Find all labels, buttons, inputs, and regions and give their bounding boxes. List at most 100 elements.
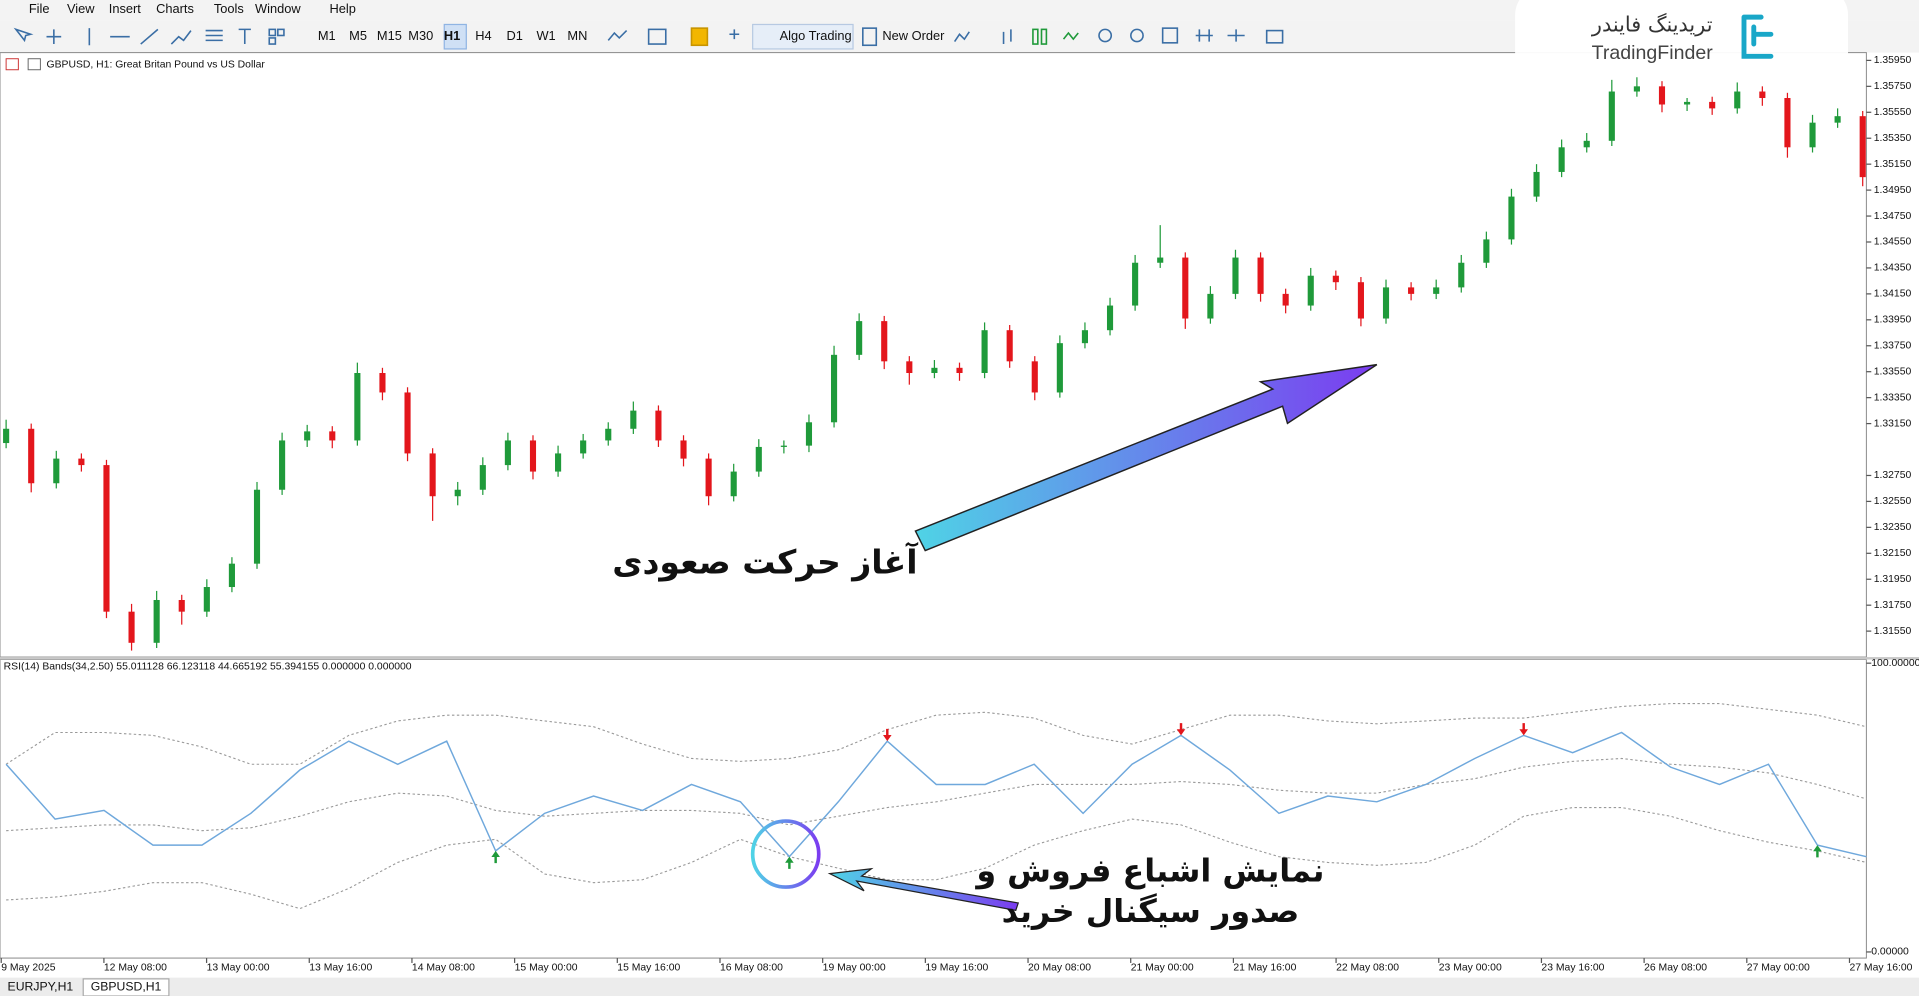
y-tick-label: 1.31750 <box>1874 600 1912 611</box>
new-order-button[interactable]: New Order <box>882 28 945 43</box>
candle-body <box>1182 257 1189 319</box>
candle-body <box>856 321 863 355</box>
candle-body <box>1558 147 1565 172</box>
candle-body <box>1106 305 1114 331</box>
candle-body <box>3 428 10 444</box>
timeframe-button[interactable]: M30 <box>408 28 433 43</box>
candle-body <box>28 428 35 484</box>
logo: تریدینگ فایندر TradingFinder <box>1515 0 1849 84</box>
candle-body <box>1658 86 1666 105</box>
y-tick-label: 1.35550 <box>1874 107 1912 118</box>
candle-body <box>931 367 938 373</box>
candle-body <box>630 410 637 429</box>
chart-tab[interactable]: EURJPY,H1 <box>8 980 74 994</box>
candle-body <box>529 440 537 472</box>
x-tick-label: 19 May 00:00 <box>823 963 886 974</box>
menu-item[interactable]: Window <box>255 1 301 16</box>
signal-arrow <box>1813 845 1822 858</box>
signal-circle <box>750 819 821 889</box>
rsi-line <box>5 731 1867 858</box>
timeframe-button[interactable]: H4 <box>475 28 491 43</box>
x-tick-label: 14 May 08:00 <box>412 963 475 974</box>
candle-body <box>1332 275 1339 283</box>
candle-body <box>1232 257 1239 294</box>
candle-body <box>906 361 913 373</box>
candle-body <box>429 453 436 497</box>
candle-body <box>1583 140 1590 148</box>
candle-body <box>1157 257 1164 263</box>
band-line <box>6 807 1867 910</box>
y-tick-label: 1.31950 <box>1874 574 1912 585</box>
candle-body <box>1132 262 1139 306</box>
chart-tab[interactable]: GBPUSD,H1 <box>91 980 162 994</box>
candle-body <box>1031 361 1038 393</box>
x-tick-label: 21 May 00:00 <box>1131 963 1194 974</box>
trend-annotation: آغاز حرکت صعودی <box>612 542 918 583</box>
candle-body <box>1734 91 1741 109</box>
candle-body <box>1784 98 1791 148</box>
menu-item[interactable]: File <box>29 1 50 16</box>
candle-body <box>1684 101 1691 105</box>
candle-body <box>705 458 712 497</box>
timeframe-button[interactable]: W1 <box>536 28 555 43</box>
menu-item[interactable]: Charts <box>156 1 194 16</box>
tab-bar <box>0 977 1919 996</box>
candle-body <box>1056 343 1063 393</box>
candle-body <box>1408 287 1415 294</box>
signal-arrow <box>1519 723 1528 736</box>
timeframe-button[interactable]: H1 <box>444 28 460 43</box>
x-tick-label: 12 May 08:00 <box>104 963 167 974</box>
candle-body <box>203 587 210 612</box>
menu-item[interactable]: Help <box>329 1 355 16</box>
y-tick-label: 1.34550 <box>1874 237 1912 248</box>
rsi-plot <box>0 659 1867 959</box>
candle-body <box>1006 330 1013 362</box>
candle-body <box>680 440 687 459</box>
x-tick-label: 16 May 08:00 <box>720 963 783 974</box>
timeframe-button[interactable]: M1 <box>318 28 336 43</box>
annotation-arrows <box>750 363 1378 912</box>
x-tick-label: 20 May 08:00 <box>1028 963 1091 974</box>
candle-body <box>1508 196 1515 240</box>
y-tick-label: 1.32350 <box>1874 522 1912 533</box>
menu-item[interactable]: View <box>67 1 95 16</box>
candle-body <box>329 431 336 441</box>
candle-body <box>755 446 762 472</box>
candle-body <box>1709 101 1716 109</box>
candle-body <box>1433 287 1440 294</box>
candle-body <box>1608 91 1615 141</box>
x-tick-label: 13 May 00:00 <box>207 963 270 974</box>
timeframe-button[interactable]: MN <box>567 28 587 43</box>
chart-icon <box>27 58 41 71</box>
candle-body <box>304 431 311 441</box>
x-tick-label: 27 May 16:00 <box>1849 963 1912 974</box>
timeframe-button[interactable]: D1 <box>507 28 523 43</box>
y-tick-label: 1.34950 <box>1874 185 1912 196</box>
x-tick-label: 23 May 16:00 <box>1541 963 1604 974</box>
y-tick-label: 1.35950 <box>1874 55 1912 66</box>
candle-body <box>805 422 813 446</box>
candle-body <box>1357 282 1364 319</box>
y-tick-label: 1.35150 <box>1874 159 1912 170</box>
algo-trading-button[interactable]: Algo Trading <box>780 28 852 43</box>
candle-body <box>1282 293 1289 306</box>
indicator-title: RSI(14) Bands(34,2.50) 55.011128 66.1231… <box>4 662 412 673</box>
timeframe-button[interactable]: M15 <box>377 28 402 43</box>
y-tick-label: 1.33350 <box>1874 392 1912 403</box>
candle-body <box>1834 116 1841 123</box>
timeframe-button[interactable]: M5 <box>349 28 367 43</box>
y-tick-label: 100.00000 <box>1871 658 1919 669</box>
signal-annotation: نمایش اشباع فروش و <box>974 851 1324 889</box>
candle-body <box>228 563 235 588</box>
candle-body <box>1633 86 1640 92</box>
x-tick-label: 13 May 16:00 <box>309 963 372 974</box>
x-tick-label: 15 May 00:00 <box>515 963 578 974</box>
candle-body <box>279 440 286 490</box>
candle-body <box>404 392 411 454</box>
candle-body <box>830 354 838 423</box>
candle-body <box>504 440 511 466</box>
candle-body <box>1809 122 1816 148</box>
menu-item[interactable]: Insert <box>109 1 142 16</box>
menu-item[interactable]: Tools <box>214 1 244 16</box>
candle-body <box>1759 91 1766 99</box>
